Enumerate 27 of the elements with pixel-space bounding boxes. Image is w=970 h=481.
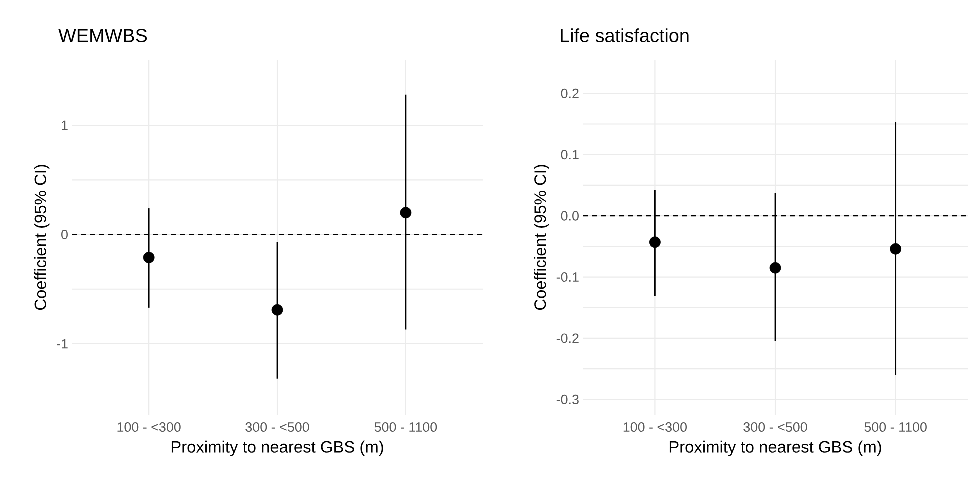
x-tick-label: 100 - <300 <box>624 422 687 432</box>
y-axis-title: Coefficient (95% CI) <box>534 165 550 310</box>
chart-title: Life satisfaction <box>561 28 689 42</box>
point <box>650 236 661 248</box>
chart-title: WEMWBS <box>58 29 148 42</box>
y-tick-label: -0.1 <box>556 272 579 282</box>
y-axis-title: Coefficient (95% CI) <box>34 165 50 310</box>
x-tick-label: 500 - 1100 <box>374 422 438 432</box>
x-tick-label: 300 - <500 <box>744 422 808 432</box>
y-tick-label: -1 <box>57 339 68 349</box>
x-axis-title: Proximity to nearest GBS (m) <box>670 440 882 456</box>
x-axis-title: Proximity to nearest GBS (m) <box>172 440 384 456</box>
y-tick-label: -0.2 <box>556 334 579 344</box>
y-tick-label: 0.1 <box>561 150 579 160</box>
y-tick-label: 0.0 <box>561 211 579 221</box>
point <box>770 262 782 274</box>
y-tick-label: 0.2 <box>561 88 579 98</box>
x-tick-label: 100 - <300 <box>118 422 181 432</box>
x-tick-label: 300 - <500 <box>246 422 310 432</box>
point <box>890 243 902 255</box>
y-tick-label: 1 <box>62 120 68 130</box>
point <box>272 304 284 316</box>
point <box>143 252 155 264</box>
y-tick-label: 0 <box>62 230 68 240</box>
x-tick-label: 500 - 1100 <box>864 422 927 432</box>
point <box>400 207 412 219</box>
y-tick-label: -0.3 <box>556 394 579 404</box>
